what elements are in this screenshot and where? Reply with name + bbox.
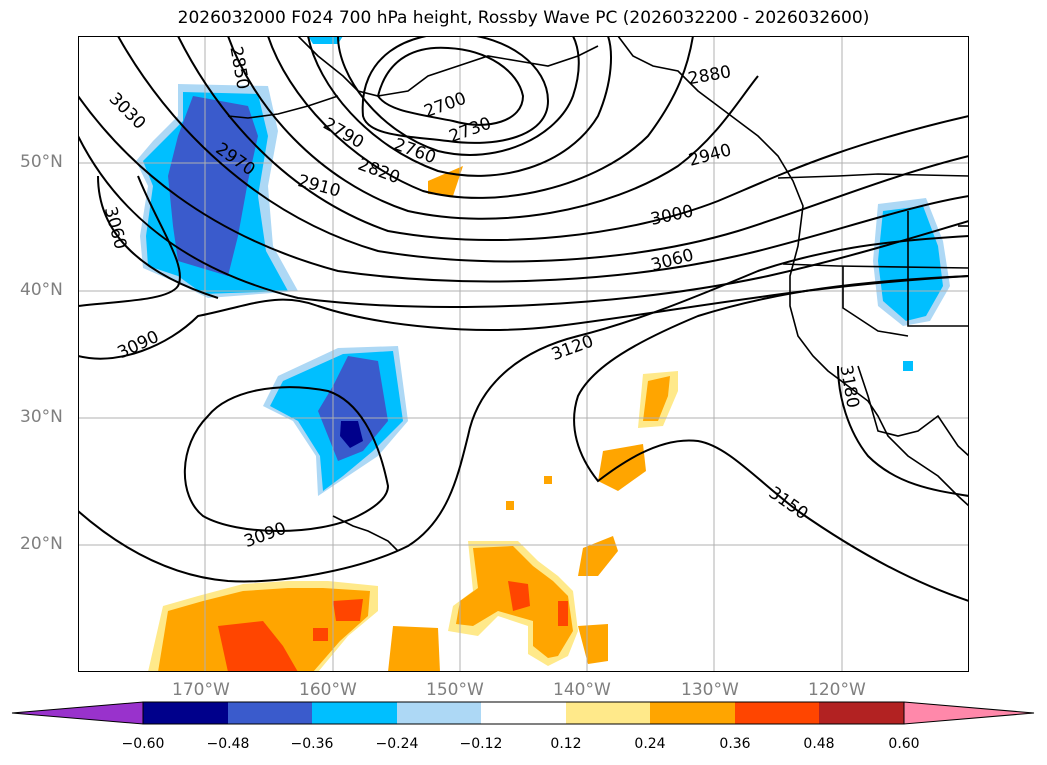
lat-label-20n: 20°N [20,534,63,554]
lon-label-160w: 160°W [299,680,357,700]
colorbar-tick: 0.36 [719,736,751,752]
colorbar [11,701,1035,725]
colorbar-tick: 0.48 [803,736,835,752]
colorbar-tick: −0.48 [206,736,250,752]
lon-label-140w: 140°W [553,680,611,700]
lon-label-170w: 170°W [172,680,230,700]
colorbar-tick: 0.12 [550,736,582,752]
coastlines [227,36,969,552]
colorbar-tick: −0.24 [375,736,419,752]
lon-label-120w: 120°W [808,680,866,700]
map-title: 2026032000 F024 700 hPa height, Rossby W… [177,8,870,28]
graticule [78,36,969,672]
map-frame [78,36,969,672]
colorbar-tick: 0.24 [634,736,666,752]
lat-label-30n: 30°N [20,407,63,427]
lat-label-50n: 50°N [20,152,63,172]
lon-label-130w: 130°W [681,680,739,700]
lat-label-40n: 40°N [20,280,63,300]
colorbar-tick: −0.12 [459,736,503,752]
lon-label-150w: 150°W [426,680,484,700]
colorbar-tick: −0.60 [121,736,165,752]
colorbar-tick: −0.36 [290,736,334,752]
height-contours [78,36,969,602]
map-panel: 2850 2700 2880 3030 2790 2730 2760 2970 … [78,36,969,672]
colorbar-tick: 0.60 [888,736,920,752]
